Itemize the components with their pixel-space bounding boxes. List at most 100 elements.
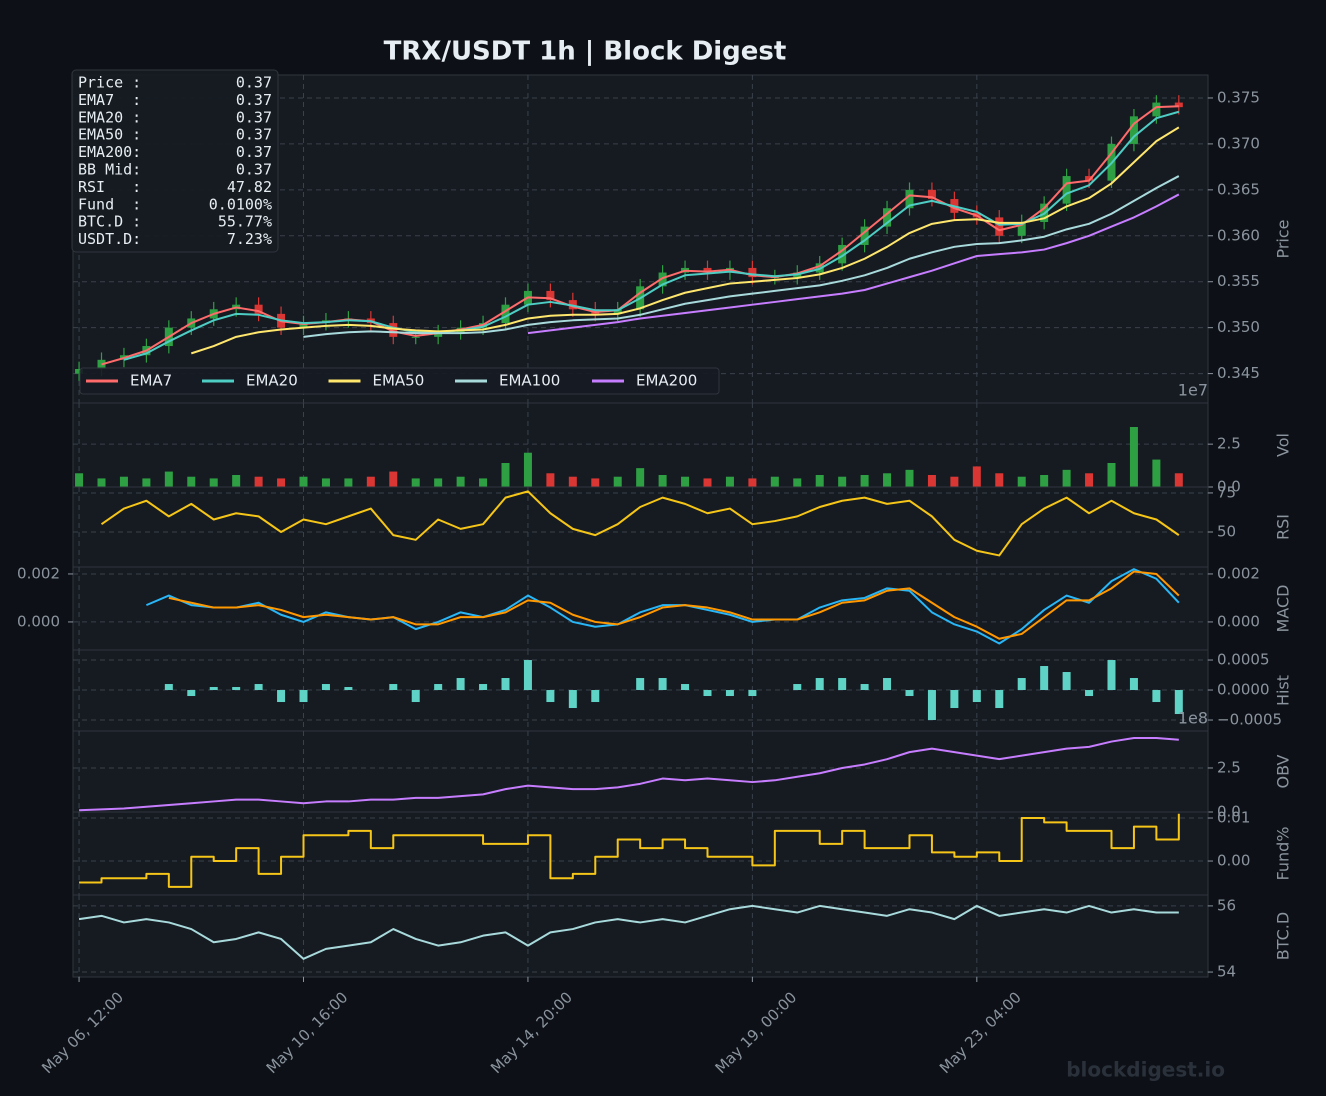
bar — [344, 687, 353, 691]
panel-background — [72, 730, 1209, 813]
info-label: BTC.D : — [78, 213, 141, 231]
y-axis-label: MACD — [1274, 585, 1293, 633]
bar — [1062, 469, 1071, 487]
panel: 54 56 BTC.D — [72, 894, 1293, 981]
bar — [1062, 672, 1071, 691]
series-line — [190, 126, 1180, 355]
series-line — [79, 813, 1180, 888]
candle-body — [1062, 176, 1071, 204]
bar — [636, 468, 645, 487]
panel: 0.00 0.01 Fund% — [72, 809, 1293, 896]
y-tick-label: 0.360 — [1217, 226, 1260, 244]
y-tick-label: 0.345 — [1217, 364, 1260, 382]
bar — [927, 690, 936, 721]
bar — [411, 690, 420, 703]
y-tick-label: 2.5 — [1217, 758, 1241, 776]
bar — [479, 684, 488, 691]
y-axis-label: Price — [1274, 219, 1293, 258]
bar — [119, 476, 128, 487]
candle-body — [1085, 176, 1094, 181]
series-line — [100, 490, 1180, 557]
series-line — [123, 110, 1180, 361]
bar — [1174, 690, 1183, 715]
y-tick-label: 0.002 — [1217, 564, 1260, 582]
bar — [838, 678, 847, 691]
series-line — [527, 193, 1180, 335]
info-value: 0.37 — [236, 126, 272, 144]
bar — [411, 478, 420, 487]
bar — [299, 690, 308, 703]
bar — [725, 476, 734, 487]
bar — [905, 469, 914, 487]
y-tick-label: 0.00 — [1217, 852, 1250, 870]
legend-label: EMA7 — [130, 372, 172, 390]
bar — [434, 478, 443, 487]
bar — [860, 475, 869, 487]
candle-body — [546, 290, 555, 301]
candle-body — [748, 267, 757, 278]
candle-body — [501, 304, 510, 324]
candle-body — [658, 272, 667, 287]
info-value: 0.37 — [236, 143, 272, 161]
y-tick-label: 50 — [1217, 523, 1236, 541]
info-label: Fund : — [78, 195, 141, 213]
bar — [75, 473, 84, 487]
bar — [254, 476, 263, 487]
bar — [164, 471, 173, 487]
y-tick-label: 0.370 — [1217, 134, 1260, 152]
bar — [501, 463, 510, 487]
bar — [1152, 690, 1161, 703]
panel-background — [72, 811, 1209, 896]
y-axis-label: BTC.D — [1274, 912, 1293, 960]
bar — [366, 476, 375, 487]
info-label: BB Mid: — [78, 161, 141, 179]
info-value: 47.82 — [227, 178, 272, 196]
legend-label: EMA200 — [636, 372, 697, 390]
bar — [456, 476, 465, 487]
info-value: 0.37 — [236, 108, 272, 126]
bar — [1085, 690, 1094, 697]
bar — [1040, 666, 1049, 691]
candle-body — [411, 336, 420, 338]
panel-background — [72, 486, 1209, 568]
bar — [1129, 427, 1138, 487]
bar — [972, 466, 981, 487]
legend-label: EMA100 — [499, 372, 560, 390]
y-tick-label: 0.0 — [1217, 803, 1241, 821]
bar — [546, 473, 555, 487]
info-label: EMA50 : — [78, 126, 141, 144]
bar — [568, 476, 577, 487]
bar — [838, 476, 847, 487]
candle-body — [995, 217, 1004, 236]
series-line — [79, 737, 1179, 812]
bar — [905, 690, 914, 697]
bar — [479, 478, 488, 487]
y-tick-label: 0.365 — [1217, 180, 1260, 198]
bar — [995, 690, 1004, 709]
y-tick-label: 0.0 — [1217, 478, 1241, 496]
info-value: 0.37 — [236, 91, 272, 109]
y-tick-label: 0.0005 — [1217, 651, 1270, 669]
bar — [972, 690, 981, 703]
bar — [793, 478, 802, 487]
bar — [636, 678, 645, 691]
panel: 0.0 2.5 Vol 1e7 — [72, 381, 1293, 496]
y-tick-label: 0.000 — [17, 612, 60, 630]
bar — [164, 684, 173, 691]
info-box-background — [71, 69, 279, 253]
bar — [681, 476, 690, 487]
bar — [321, 684, 330, 691]
candle-body — [434, 332, 443, 337]
footer-brand: blockdigest.io — [1066, 1058, 1225, 1082]
bar — [681, 684, 690, 691]
candle-body — [75, 369, 84, 374]
bar — [97, 478, 106, 487]
bar — [748, 478, 757, 487]
info-value: 0.0100% — [209, 195, 272, 213]
series-line — [303, 175, 1180, 338]
series-line — [78, 904, 1179, 960]
bar — [1129, 678, 1138, 691]
info-label: EMA200: — [78, 143, 141, 161]
